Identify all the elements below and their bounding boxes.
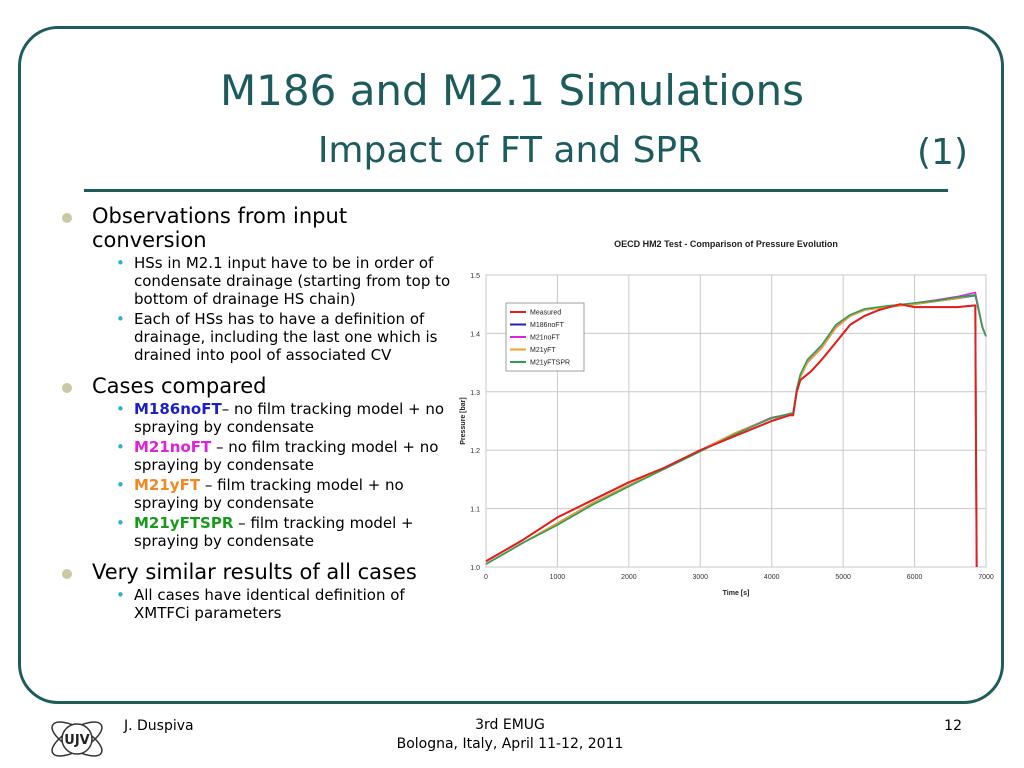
case-desc: – no film tracking model + no spraying b…	[134, 438, 439, 474]
bullet-similar: Very similar results of all cases	[56, 560, 456, 584]
y-axis-label: Pressure [bar]	[460, 397, 467, 444]
bullet-list: Observations from input conversion • HSs …	[56, 200, 456, 622]
y-tick-label: 1.5	[470, 273, 480, 280]
title-divider	[84, 189, 948, 192]
bullet-observations: Observations from input conversion	[56, 204, 456, 252]
sub-bullet-text: HSs in M2.1 input have to be in order of…	[134, 254, 451, 308]
x-tick-label: 7000	[978, 574, 994, 581]
sub-bullet: • Each of HSs has to have a definition of…	[56, 310, 456, 364]
footer-author: J. Duspiva	[124, 718, 194, 734]
slide-subtitle: Impact of FT and SPR	[317, 130, 703, 171]
x-tick-label: 0	[484, 574, 488, 581]
case-desc: – no film tracking model + no spraying b…	[134, 400, 445, 436]
footer-event-location: Bologna, Italy, April 11-12, 2011	[396, 736, 624, 752]
x-tick-label: 4000	[764, 574, 780, 581]
sub-bullet: • M186noFT– no film tracking model + no s…	[56, 400, 456, 436]
bullet-dot-icon: •	[116, 586, 125, 604]
ujv-logo: UJV	[51, 721, 103, 757]
bullet-dot-icon: •	[116, 476, 125, 494]
sub-bullet-text: All cases have identical definition of X…	[134, 586, 405, 622]
x-tick-label: 2000	[621, 574, 637, 581]
legend-label: M21yFT	[530, 347, 556, 354]
case-desc: – film tracking model + spraying by cond…	[134, 514, 414, 550]
bullet-dot-icon: •	[116, 310, 125, 328]
x-tick-label: 5000	[835, 574, 851, 581]
series-line-m21yftspr	[485, 294, 987, 565]
legend-label: Measured	[530, 310, 561, 317]
slide-title: M186 and M2.1 Simulations	[219, 66, 805, 115]
sub-bullet: • M21yFTSPR – film tracking model + spray…	[56, 514, 456, 550]
footer-page-number: 12	[944, 718, 962, 734]
x-tick-label: 3000	[692, 574, 708, 581]
pressure-chart-svg: OECD HM2 Test - Comparison of Pressure E…	[460, 239, 994, 597]
y-tick-label: 1.1	[470, 507, 480, 514]
y-tick-label: 1.2	[470, 448, 480, 455]
y-tick-label: 1.4	[470, 331, 480, 338]
chart-title: OECD HM2 Test - Comparison of Pressure E…	[614, 239, 838, 249]
slide-frame	[18, 26, 1004, 704]
case-name-m21yft: M21yFT	[134, 476, 201, 494]
y-tick-label: 1.3	[470, 390, 480, 397]
bullet-cases: Cases compared	[56, 374, 456, 398]
series-line-measured-top	[485, 303, 978, 568]
y-tick-label: 1.0	[470, 565, 480, 572]
pressure-chart: OECD HM2 Test - Comparison of Pressure E…	[456, 229, 996, 609]
slide-number-label: (1)	[917, 132, 968, 173]
case-name-m21yftspr: M21yFTSPR	[134, 514, 234, 532]
case-name-m186noft: M186noFT	[134, 400, 222, 418]
footer-event-name: 3rd EMUG	[475, 717, 545, 733]
sub-bullet: • HSs in M2.1 input have to be in order o…	[56, 254, 456, 308]
sub-bullet: • M21noFT – no film tracking model + no s…	[56, 438, 456, 474]
bullet-dot-icon: •	[116, 514, 125, 532]
logo-text: UJV	[64, 733, 89, 748]
legend-label: M21noFT	[530, 335, 561, 342]
x-tick-label: 6000	[907, 574, 923, 581]
bullet-dot-icon: •	[116, 400, 125, 418]
x-tick-label: 1000	[550, 574, 566, 581]
legend-label: M186noFT	[530, 322, 565, 329]
x-axis-label: Time [s]	[723, 590, 750, 597]
bullet-dot-icon: •	[116, 438, 125, 456]
sub-bullet: • All cases have identical definition of …	[56, 586, 456, 622]
bullet-dot-icon: •	[116, 254, 125, 272]
sub-bullet-text: Each of HSs has to have a definition of …	[134, 310, 438, 364]
case-name-m21noft: M21noFT	[134, 438, 212, 456]
sub-bullet: • M21yFT – film tracking model + no spray…	[56, 476, 456, 512]
case-desc: – film tracking model + no spraying by c…	[134, 476, 404, 512]
footer-event: 3rd EMUG Bologna, Italy, April 11-12, 20…	[340, 716, 680, 754]
legend-label: M21yFTSPR	[530, 360, 570, 367]
